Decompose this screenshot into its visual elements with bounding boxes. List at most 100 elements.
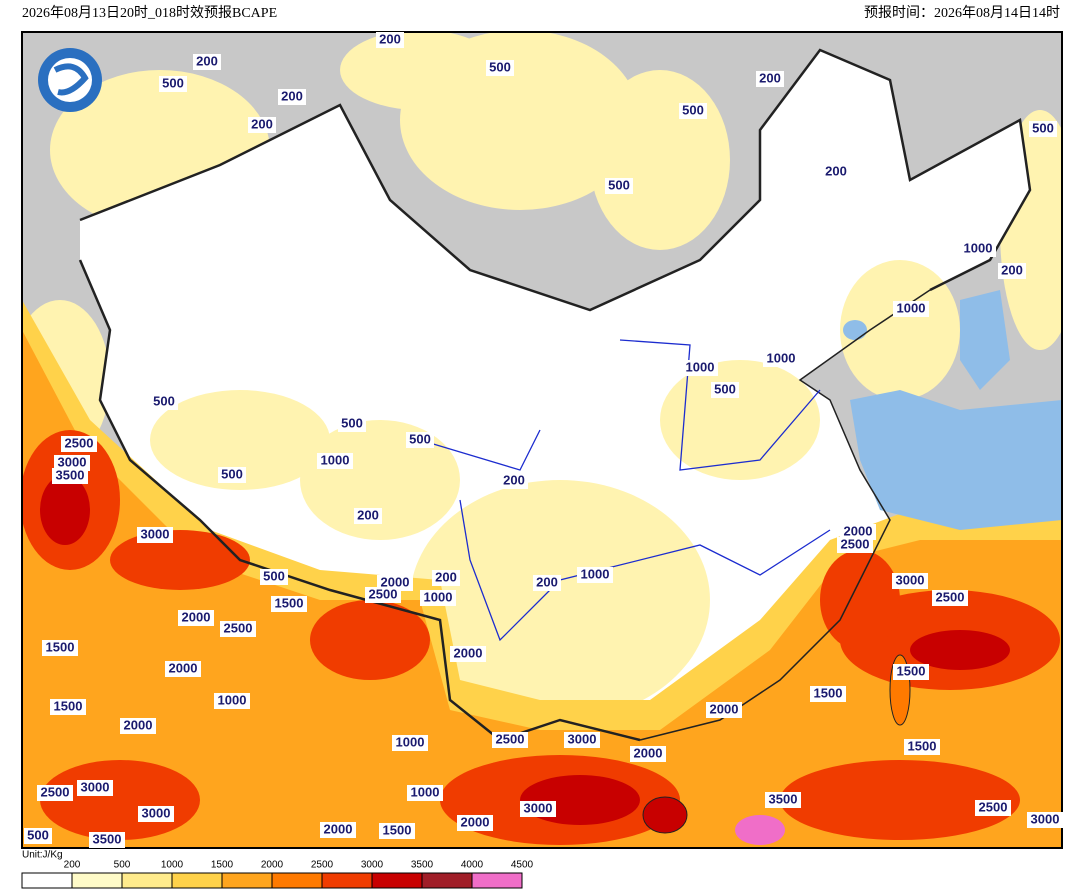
legend-tick: 3000 xyxy=(361,860,384,871)
legend-tick: 3500 xyxy=(411,860,434,871)
label-box xyxy=(271,596,307,612)
label-box xyxy=(278,89,306,105)
contour-label: 2000 xyxy=(381,574,410,589)
forecast-time: 预报时间：2026年08月14日14时 xyxy=(864,5,1060,21)
label-box xyxy=(320,822,356,838)
label-box xyxy=(61,436,97,452)
contour-label: 1500 xyxy=(54,698,83,713)
contour-label: 2500 xyxy=(841,536,870,551)
label-box xyxy=(317,453,353,469)
contour-label: 1500 xyxy=(814,685,843,700)
label-box xyxy=(975,800,1011,816)
label-box xyxy=(763,351,799,367)
label-box xyxy=(564,732,600,748)
contour-label: 500 xyxy=(153,393,175,408)
contour-label: 500 xyxy=(263,568,285,583)
contour-label: 500 xyxy=(409,431,431,446)
contour-label: 3000 xyxy=(81,779,110,794)
contour-label: 200 xyxy=(825,163,847,178)
label-box xyxy=(500,473,528,489)
contour-label: 200 xyxy=(503,472,525,487)
contour-label: 3000 xyxy=(1031,811,1060,826)
contour-label: 200 xyxy=(281,88,303,103)
contour-label: 2500 xyxy=(65,435,94,450)
contour-label: 1000 xyxy=(218,692,247,707)
contour-label: 2000 xyxy=(169,660,198,675)
label-box xyxy=(354,508,382,524)
contour-label: 1000 xyxy=(964,240,993,255)
legend-swatch xyxy=(371,872,423,889)
label-box xyxy=(376,32,404,48)
legend-tick: 2000 xyxy=(261,860,284,871)
contour-label: 3000 xyxy=(524,800,553,815)
contour-label: 200 xyxy=(759,70,781,85)
contour-label: 3500 xyxy=(56,467,85,482)
contour-label: 1500 xyxy=(897,663,926,678)
label-box xyxy=(837,537,873,553)
contour-label: 1000 xyxy=(897,300,926,315)
label-box xyxy=(492,732,528,748)
very-hot-core xyxy=(40,475,1010,825)
contour-label: 1000 xyxy=(424,589,453,604)
label-box xyxy=(406,432,434,448)
label-box xyxy=(605,178,633,194)
legend-swatch xyxy=(421,872,473,889)
contour-label: 1000 xyxy=(396,734,425,749)
label-box xyxy=(1029,121,1057,137)
map xyxy=(22,32,1062,848)
label-box xyxy=(137,527,173,543)
label-box xyxy=(1027,812,1063,828)
contour-label: 3000 xyxy=(568,731,597,746)
label-box xyxy=(711,382,739,398)
contour-label: 1000 xyxy=(767,350,796,365)
legend-tick: 1000 xyxy=(161,860,184,871)
label-box xyxy=(220,621,256,637)
contour-label: 500 xyxy=(608,177,630,192)
contour-label: 500 xyxy=(341,415,363,430)
legend-swatch xyxy=(121,872,173,889)
label-box xyxy=(214,693,250,709)
label-box xyxy=(37,785,73,801)
label-box xyxy=(682,360,718,376)
contour-label: 200 xyxy=(357,507,379,522)
label-box xyxy=(77,780,113,796)
label-box xyxy=(420,590,456,606)
china xyxy=(80,50,1030,740)
label-box xyxy=(765,792,801,808)
contour-label: 200 xyxy=(379,31,401,46)
contour-label: 1000 xyxy=(686,359,715,374)
label-box xyxy=(138,806,174,822)
label-box xyxy=(150,394,178,410)
label-box xyxy=(486,60,514,76)
contour-label: 200 xyxy=(536,574,558,589)
contour-label: 2000 xyxy=(461,814,490,829)
contour-label: 2000 xyxy=(182,609,211,624)
contour-label: 500 xyxy=(489,59,511,74)
sea xyxy=(843,290,1062,530)
label-box xyxy=(932,590,968,606)
legend-tick: 4500 xyxy=(511,860,534,871)
legend-unit: Unit:J/Kg xyxy=(22,850,63,861)
header-title: 2026年08月13日20时_018时效预报BCAPE xyxy=(22,5,277,21)
contour-label: 500 xyxy=(682,102,704,117)
label-box xyxy=(42,640,78,656)
label-box xyxy=(706,702,742,718)
label-box xyxy=(54,455,90,471)
legend-tick: 4000 xyxy=(461,860,484,871)
label-box xyxy=(193,54,221,70)
label-box xyxy=(904,739,940,755)
legend-swatch xyxy=(171,872,223,889)
contour-label: 1000 xyxy=(581,566,610,581)
label-box xyxy=(407,785,443,801)
label-box xyxy=(630,746,666,762)
contour-label: 1500 xyxy=(275,595,304,610)
contour-label: 500 xyxy=(162,75,184,90)
contour-label: 2000 xyxy=(710,701,739,716)
china-cape xyxy=(150,260,960,720)
label-box xyxy=(379,823,415,839)
contour-label: 500 xyxy=(27,827,49,842)
legend-tick: 1500 xyxy=(211,860,234,871)
label-box xyxy=(248,117,276,133)
label-box xyxy=(24,828,52,844)
label-box xyxy=(893,664,929,680)
